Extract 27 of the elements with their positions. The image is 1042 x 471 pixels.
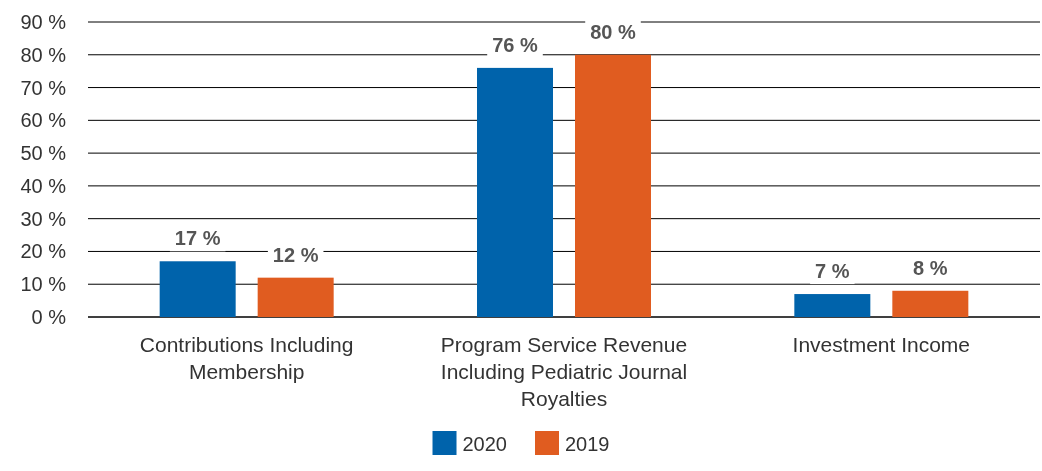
y-tick-label: 80 % [20, 43, 67, 66]
y-tick-label: 40 % [20, 174, 67, 197]
data-label: 76 % [492, 33, 539, 56]
data-label: 8 % [913, 256, 948, 279]
data-label: 7 % [815, 260, 850, 283]
legend-label: 2019 [565, 433, 610, 455]
x-tick-label: Investment Income [792, 333, 971, 356]
data-label: 12 % [272, 243, 319, 266]
bar [477, 67, 553, 317]
y-tick-label: 70 % [20, 76, 67, 99]
y-tick-label: 90 % [20, 11, 67, 33]
y-tick-label: 30 % [20, 207, 67, 230]
bar [794, 294, 871, 317]
y-tick-label: 60 % [20, 109, 67, 132]
bar [159, 261, 236, 317]
y-tick-label: 0 % [31, 306, 67, 328]
y-tick-label: 50 % [20, 142, 67, 165]
x-tick-label: Program Service Revenue Including Pediatric Journal Royalties [440, 333, 688, 410]
bar [257, 277, 334, 317]
data-label: 17 % [174, 227, 221, 250]
bar [892, 290, 969, 317]
data-label: 80 % [590, 20, 637, 43]
bar [575, 54, 651, 317]
legend-label: 2020 [462, 433, 508, 455]
y-tick-label: 20 % [20, 240, 67, 263]
x-tick-label: Contributions Including Membership [139, 333, 354, 383]
y-tick-label: 10 % [20, 273, 67, 296]
